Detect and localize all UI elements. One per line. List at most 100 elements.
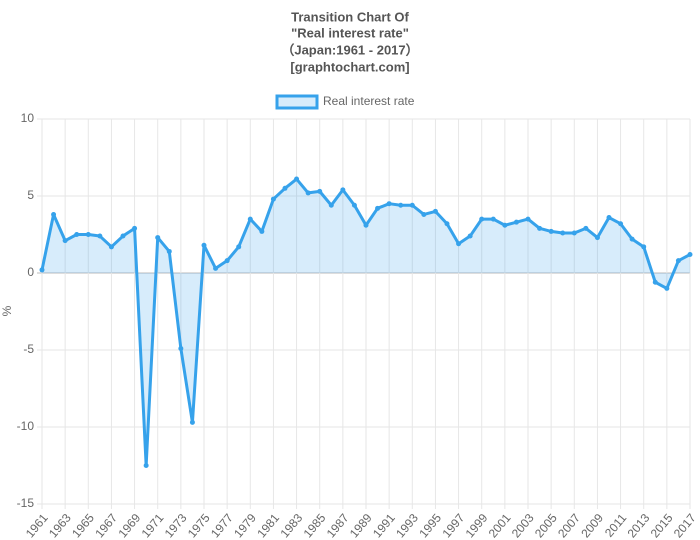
point: [363, 222, 369, 228]
point: [294, 176, 300, 182]
point: [85, 232, 91, 237]
x-tick-label: 1965: [69, 511, 97, 540]
x-tick-label: 2011: [602, 511, 630, 540]
point: [479, 216, 485, 222]
x-tick-label: 1977: [208, 511, 236, 540]
y-tick-label: -10: [17, 419, 35, 433]
point: [74, 232, 80, 237]
point: [189, 419, 195, 425]
x-tick-label: 1961: [23, 511, 51, 540]
point: [571, 230, 577, 236]
point: [247, 216, 253, 222]
x-tick-label: 2015: [648, 511, 676, 540]
x-tick-label: 1981: [254, 511, 282, 540]
x-tick-label: 2007: [555, 511, 583, 540]
point: [39, 267, 45, 273]
point: [270, 196, 276, 202]
x-tick-label: 1963: [46, 511, 74, 540]
point: [51, 211, 57, 217]
point: [224, 258, 230, 264]
x-tick-label: 1985: [301, 511, 329, 540]
x-tick-label: 1969: [115, 511, 143, 540]
y-axis-label: %: [0, 305, 14, 316]
x-tick-label: 1983: [277, 511, 305, 540]
y-tick-label: -5: [23, 342, 34, 356]
x-tick-label: 2001: [486, 511, 514, 540]
point: [409, 202, 415, 208]
point: [583, 225, 589, 231]
point: [513, 219, 519, 225]
point: [664, 285, 670, 291]
legend-swatch: [275, 94, 319, 110]
x-tick-label: 2005: [532, 511, 560, 540]
point: [201, 242, 207, 248]
point: [456, 241, 462, 247]
point: [421, 211, 427, 217]
point: [108, 244, 114, 250]
x-tick-label: 1975: [185, 511, 213, 540]
point: [97, 233, 103, 239]
point: [62, 238, 68, 244]
y-tick-label: 0: [27, 265, 34, 279]
y-tick-label: -15: [17, 496, 35, 510]
y-tick-label: 5: [27, 188, 34, 202]
point: [340, 187, 346, 193]
point: [687, 252, 693, 258]
point: [467, 233, 473, 239]
point: [641, 244, 647, 250]
legend-label: Real interest rate: [323, 94, 415, 108]
point: [594, 235, 600, 241]
x-tick-label: 1993: [393, 511, 421, 540]
point: [317, 188, 323, 194]
point: [537, 225, 543, 231]
chart-title: [graphtochart.com]: [290, 59, 409, 74]
point: [490, 216, 496, 222]
point: [328, 202, 334, 208]
point: [548, 228, 554, 234]
point: [618, 221, 624, 227]
x-tick-label: 1967: [92, 511, 120, 540]
point: [629, 236, 635, 242]
x-tick-label: 2017: [671, 511, 699, 540]
point: [178, 345, 184, 351]
x-tick-label: 1991: [370, 511, 398, 540]
x-tick-label: 1987: [324, 511, 352, 540]
x-tick-label: 2009: [578, 511, 606, 540]
x-tick-label: 1997: [439, 511, 467, 540]
point: [444, 221, 450, 227]
point: [502, 222, 508, 228]
point: [375, 205, 381, 211]
point: [120, 233, 126, 239]
x-tick-label: 1995: [416, 511, 444, 540]
point: [305, 190, 311, 196]
x-tick-label: 1999: [463, 511, 491, 540]
point: [351, 202, 357, 208]
x-tick-label: 2003: [509, 511, 537, 540]
x-tick-label: 1973: [162, 511, 190, 540]
point: [606, 215, 612, 221]
point: [259, 228, 265, 234]
chart-title: Transition Chart Of: [291, 9, 409, 24]
point: [525, 216, 531, 222]
y-tick-label: 10: [21, 111, 35, 125]
point: [398, 202, 404, 208]
x-tick-label: 2013: [625, 511, 653, 540]
point: [155, 235, 161, 241]
x-tick-label: 1979: [231, 511, 259, 540]
point: [675, 258, 681, 264]
point: [282, 185, 288, 191]
x-tick-label: 1989: [347, 511, 375, 540]
point: [432, 208, 438, 214]
x-tick-label: 1971: [139, 511, 167, 540]
point: [236, 244, 242, 250]
point: [560, 230, 566, 236]
point: [386, 201, 392, 207]
point: [143, 463, 149, 468]
point: [132, 225, 138, 231]
chart-title: "Real interest rate": [291, 25, 409, 40]
point: [652, 279, 658, 285]
chart-title: （Japan:1961 - 2017）: [281, 42, 418, 57]
point: [166, 248, 172, 254]
point: [213, 265, 219, 271]
